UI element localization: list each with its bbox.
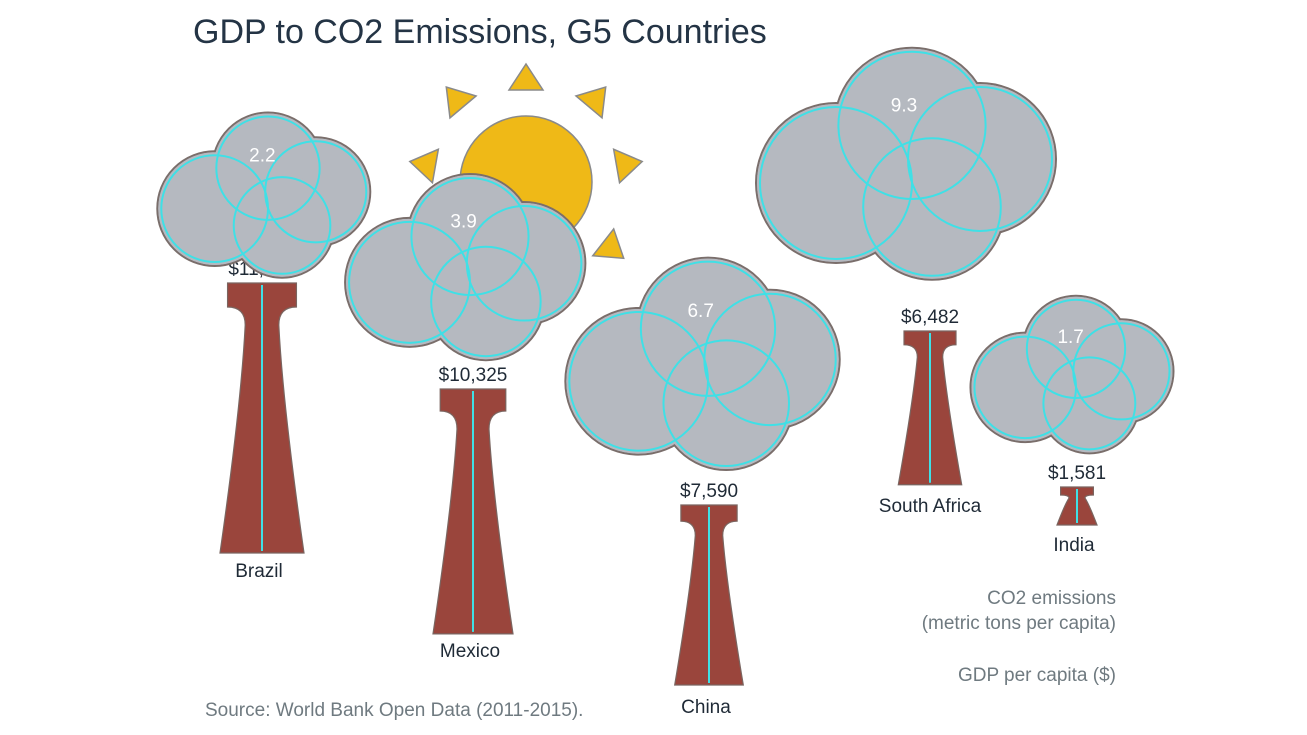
cloud-ring [1025,298,1127,400]
co2-value-label: 1.7 [1057,327,1083,348]
sun-ray [612,148,644,185]
source-note: Source: World Bank Open Data (2011-2015)… [205,700,583,721]
cloud-ring [215,115,321,221]
cloud-ring [232,176,332,275]
legend-co2-title: CO2 emissions [987,588,1116,609]
legend-gdp: GDP per capita ($) [958,665,1116,686]
sun-ray [408,148,440,185]
cloud-ring [662,339,791,467]
gdp-value-label: $6,482 [901,307,959,328]
country-label: South Africa [879,496,982,517]
co2-value-label: 9.3 [891,95,917,116]
country-label: Brazil [235,561,283,582]
country-label: India [1053,535,1095,556]
cloud-fill [428,243,544,360]
sun-ray [445,85,478,120]
cloud-ring [1072,322,1171,421]
cloud-ring [837,50,987,200]
cloud-fill [230,174,334,277]
country-group: $7,590 China 6.7 [564,256,841,718]
cloud-ring [703,292,837,427]
country-group: $10,325 Mexico 3.9 [344,172,587,662]
legend-co2-unit: (metric tons per capita) [922,613,1116,634]
cloud-ring [264,140,368,244]
cloud-ring [465,204,583,322]
chart-marks: $11,384Brazil2.2$10,325Mexico3.9$7,590Ch… [156,46,1175,718]
country-group: $11,384Brazil2.2 [156,111,372,582]
gdp-value-label: $1,581 [1048,463,1106,484]
chart-title: GDP to CO2 Emissions, G5 Countries [193,13,767,51]
sun-ray [591,227,625,260]
cloud-fill [1040,354,1139,453]
co2-value-label: 2.2 [249,145,275,166]
gdp-value-label: $10,325 [439,365,508,386]
cloud-ring [410,176,530,297]
co2-value-label: 6.7 [687,301,713,322]
cloud-fill [660,337,793,469]
country-group: $1,581 India 1.7 [969,294,1175,556]
country-label: Mexico [440,641,500,662]
co2-value-label: 3.9 [450,211,476,232]
cloud-ring [862,137,1002,277]
country-group: $6,482 South Africa 9.3 [755,46,1057,517]
cloud-ring [639,260,777,397]
sun-ray [507,62,545,91]
sun-ray [574,85,607,120]
country-label: China [681,697,731,718]
gdp-value-label: $7,590 [680,481,738,502]
cloud-ring [907,86,1053,232]
cloud-ring [430,245,542,358]
cloud-ring [1042,356,1137,451]
cloud-fill [860,135,1004,279]
